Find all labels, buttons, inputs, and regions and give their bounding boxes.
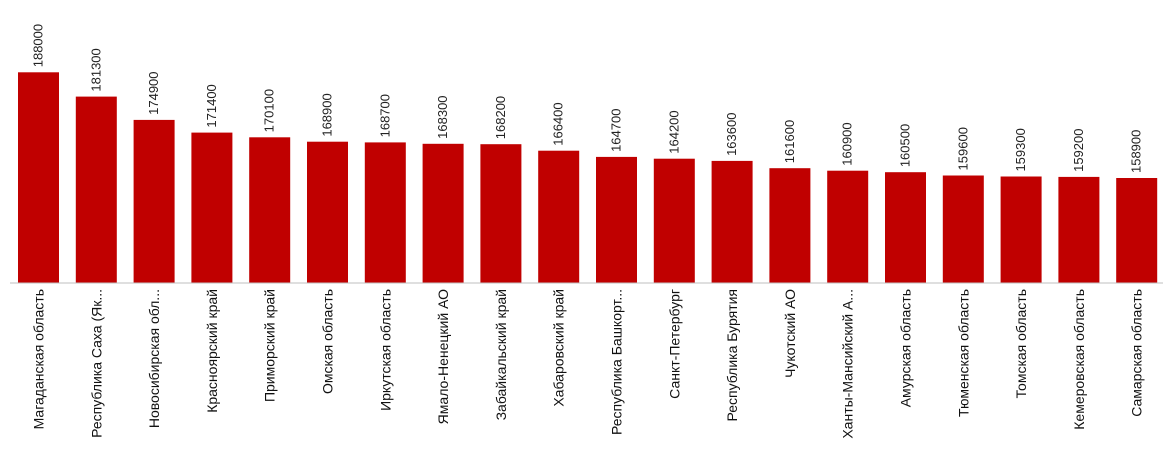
category-label: Омская область — [320, 289, 336, 394]
bar — [827, 170, 869, 283]
bar — [75, 96, 117, 283]
value-label: 174900 — [146, 71, 161, 114]
category-label: Хабаровский край — [551, 289, 567, 407]
bar — [653, 158, 695, 283]
value-label: 159200 — [1071, 129, 1086, 172]
bar — [422, 143, 464, 283]
category-labels: Магаданская область Республика Саха (Як..… — [31, 289, 1145, 439]
bar — [711, 160, 753, 283]
bar — [364, 142, 406, 283]
value-label: 163600 — [724, 113, 739, 156]
category-label: Забайкальский край — [493, 289, 509, 420]
bar — [1000, 176, 1042, 283]
category-label: Чукотский АО — [782, 289, 798, 378]
category-label: Республика Саха (Як... — [88, 289, 104, 438]
bar — [538, 150, 580, 283]
bar — [191, 132, 233, 283]
value-label: 160900 — [840, 122, 855, 165]
value-label: 168900 — [320, 93, 335, 136]
value-label: 170100 — [262, 89, 277, 132]
bar — [249, 137, 291, 283]
bar — [596, 156, 637, 283]
bar — [942, 175, 984, 283]
value-label: 168300 — [435, 95, 450, 138]
bar — [133, 119, 175, 284]
bar — [885, 172, 926, 283]
category-label: Ханты-Мансийский А... — [840, 289, 856, 439]
value-label: 188000 — [31, 24, 46, 67]
category-label: Красноярский край — [204, 289, 220, 413]
bar — [769, 168, 811, 283]
value-labels: 188000 181300 174900 171400 170100 168900 1687… — [31, 24, 1144, 173]
category-label: Магаданская область — [31, 289, 47, 429]
value-label: 171400 — [204, 84, 219, 127]
category-label: Самарская область — [1129, 289, 1145, 417]
bar — [1116, 178, 1158, 283]
category-label: Республика Башкорт... — [609, 289, 625, 435]
value-label: 158900 — [1129, 130, 1144, 173]
value-label: 159600 — [955, 127, 970, 170]
category-label: Новосибирская обл... — [146, 289, 162, 428]
bar — [480, 144, 522, 283]
category-label: Ямало-Ненецкий АО — [435, 289, 451, 424]
category-label: Санкт-Петербург — [666, 289, 682, 399]
bar — [307, 141, 348, 283]
value-label: 160500 — [898, 124, 913, 167]
value-label: 166400 — [551, 102, 566, 145]
value-label: 161600 — [782, 120, 797, 163]
category-label: Томская область — [1013, 289, 1029, 398]
category-label: Амурская область — [898, 289, 914, 407]
value-label: 164700 — [609, 109, 624, 152]
category-label: Приморский край — [262, 289, 278, 402]
value-label: 159300 — [1013, 128, 1028, 171]
bar — [18, 72, 59, 283]
value-label: 168700 — [377, 94, 392, 137]
category-label: Республика Бурятия — [724, 289, 740, 421]
category-label: Кемеровская область — [1071, 289, 1087, 430]
category-label: Иркутская область — [377, 289, 393, 411]
bars — [18, 72, 1158, 284]
value-label: 168200 — [493, 96, 508, 139]
value-label: 164200 — [666, 110, 681, 153]
bar — [1058, 176, 1100, 283]
value-label: 181300 — [88, 48, 103, 91]
category-label: Тюменская область — [955, 289, 971, 417]
